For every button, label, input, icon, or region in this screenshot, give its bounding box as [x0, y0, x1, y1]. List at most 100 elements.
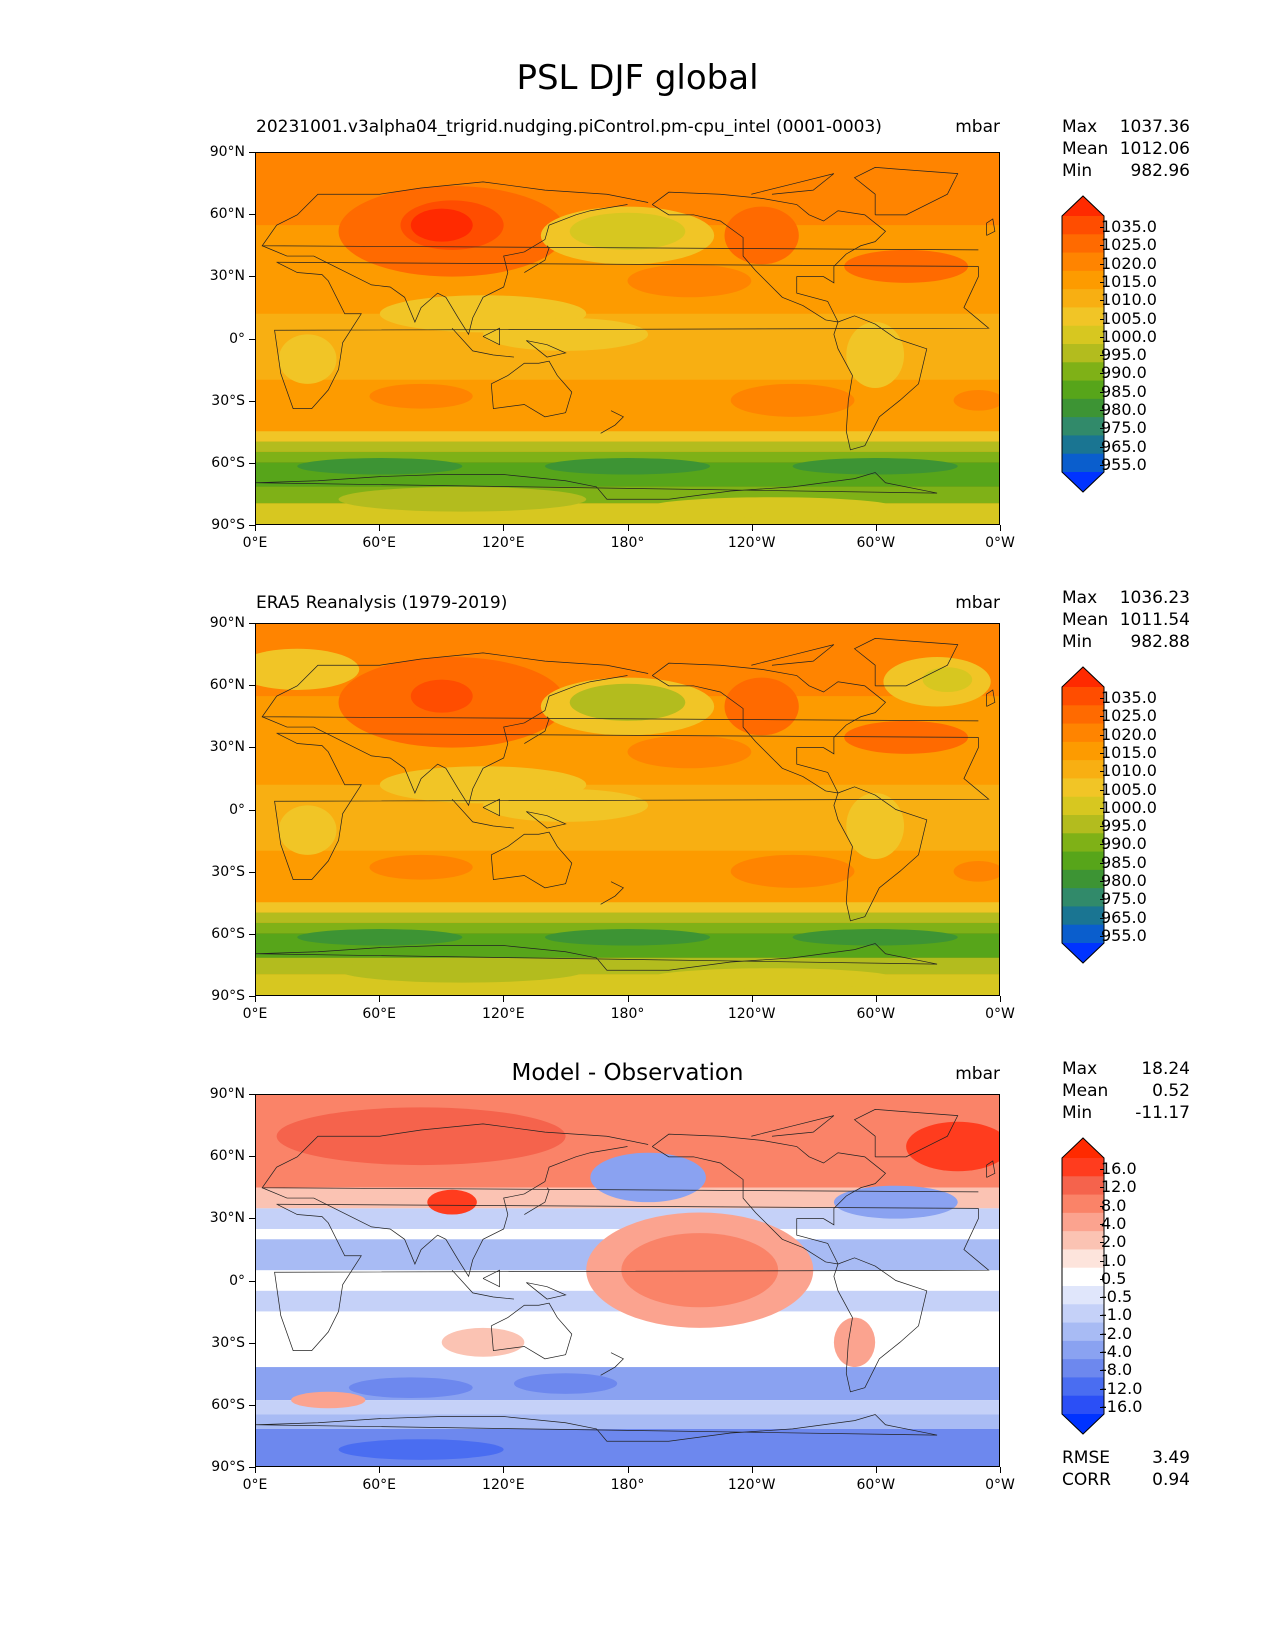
coastline [451, 1269, 515, 1300]
contour-region [627, 264, 752, 298]
colorbar-tick-label: 1015.0 [1101, 743, 1157, 762]
latitude-tick-label: 60°N [209, 1148, 245, 1165]
panel-subtitle: ERA5 Reanalysis (1979-2019) [256, 593, 508, 613]
contour-region [627, 735, 752, 769]
longitude-tick-label: 120°E [482, 1006, 525, 1022]
longitude-tick-label: 0°W [985, 1477, 1015, 1493]
colorbar-segment [1062, 906, 1104, 926]
longitude-tick [379, 996, 381, 1002]
colorbar-tick [1100, 771, 1104, 773]
latitude-tick [249, 525, 255, 526]
colorbar-extend-max [1062, 196, 1104, 216]
longitude-tick-label: 180° [610, 1006, 645, 1022]
colorbar-tick-label: 985.0 [1101, 852, 1147, 872]
contour-band [256, 1414, 999, 1429]
colorbar-extend-min [1062, 472, 1104, 492]
contour-region [276, 1107, 566, 1166]
colorbar-graphic [1061, 195, 1105, 493]
longitude-tick-label: 120°E [482, 1477, 525, 1493]
coastline [256, 1414, 938, 1442]
contour-region [278, 334, 337, 384]
stats-box: Max 1036.23 Mean 1011.54 Min 982.88 [1062, 587, 1190, 653]
coastline [751, 1115, 835, 1137]
contour-region [513, 1373, 618, 1394]
longitude-tick [751, 525, 753, 531]
contour-region [724, 206, 799, 265]
coastline [261, 1123, 979, 1193]
colorbar-tick [1100, 1297, 1104, 1299]
contour-region [833, 1317, 876, 1368]
stat-mean: Mean 1011.54 [1062, 610, 1190, 630]
coastline [526, 340, 567, 358]
longitude-tick-label: 120°W [727, 535, 776, 551]
coastline [600, 1352, 624, 1376]
latitude-tick-label: 60°S [211, 925, 245, 942]
contour-region [256, 648, 360, 690]
longitude-tick [255, 525, 256, 531]
colorbar-tick-label: 980.0 [1101, 871, 1147, 890]
colorbar-segment [1062, 398, 1104, 418]
colorbar-tick-label: -1.0 [1101, 1305, 1133, 1325]
colorbar-tick-label: 990.0 [1101, 363, 1147, 383]
colorbar-segment [1062, 851, 1104, 871]
colorbar-segment [1062, 1395, 1104, 1415]
colorbar-tick-label: 975.0 [1101, 889, 1147, 909]
coastline [833, 1257, 928, 1393]
stat-min: Min 982.88 [1062, 632, 1190, 652]
longitude-tick [503, 1467, 505, 1473]
stat-min: Min -11.17 [1062, 1103, 1190, 1123]
contour-region [338, 957, 587, 983]
colorbar-segment [1062, 1176, 1104, 1196]
latitude-tick [249, 685, 255, 687]
contour-region [844, 249, 969, 283]
contour-region [730, 383, 855, 417]
longitude-tick-label: 0°E [242, 1477, 268, 1493]
colorbar-graphic [1061, 1137, 1105, 1435]
latitude-tick [249, 400, 255, 402]
colorbar-segment [1062, 270, 1104, 290]
coastlines [256, 638, 996, 971]
latitude-tick-label: 90°N [209, 1086, 245, 1102]
colorbar-tick-label: -0.5 [1101, 1287, 1133, 1307]
contour-region [906, 1121, 999, 1172]
coastlines [256, 1109, 996, 1442]
contour-band [256, 912, 999, 923]
contour-region [648, 497, 896, 518]
coastline [526, 811, 567, 829]
contour-region [590, 1152, 706, 1203]
stats-box: Max 18.24 Mean 0.52 Min -11.17 [1062, 1058, 1190, 1124]
error-stats-box: RMSE 3.49 CORR 0.94 [1062, 1447, 1190, 1491]
longitude-tick-label: 120°W [727, 1477, 776, 1493]
colorbar-segment [1062, 453, 1104, 473]
longitude-tick [379, 525, 381, 531]
coastline [853, 167, 959, 216]
colorbar-extend-max [1062, 667, 1104, 687]
latitude-tick-label: 30°N [209, 739, 245, 756]
coastline [261, 181, 979, 251]
latitude-tick [249, 152, 255, 153]
colorbar-tick-label: 8.0 [1101, 1195, 1127, 1215]
contour-region [483, 317, 649, 351]
colorbar-segment [1062, 1249, 1104, 1269]
colorbar-tick [1100, 355, 1104, 357]
colorbar-segment [1062, 888, 1104, 908]
colorbar-tick [1100, 826, 1104, 828]
colorbar-tick-label: 985.0 [1101, 381, 1147, 401]
colorbar-segment [1062, 723, 1104, 743]
colorbar-tick-label: 1000.0 [1101, 797, 1157, 817]
longitude-tick [1000, 1467, 1001, 1473]
colorbar-tick [1100, 263, 1104, 265]
longitude-tick-label: 0°W [985, 535, 1015, 551]
coastline [652, 1146, 839, 1265]
panel-subtitle: Model - Observation [511, 1060, 744, 1086]
colorbar-segment [1062, 307, 1104, 327]
colorbar-tick [1100, 862, 1104, 864]
longitude-tick [627, 1467, 629, 1473]
coastline [526, 1282, 567, 1300]
colorbar-tick-label: 1010.0 [1101, 290, 1157, 310]
coastline [262, 1146, 628, 1278]
contour-region [410, 679, 473, 713]
latitude-tick [249, 214, 255, 216]
coastline [524, 716, 550, 744]
latitude-tick [249, 1467, 255, 1468]
